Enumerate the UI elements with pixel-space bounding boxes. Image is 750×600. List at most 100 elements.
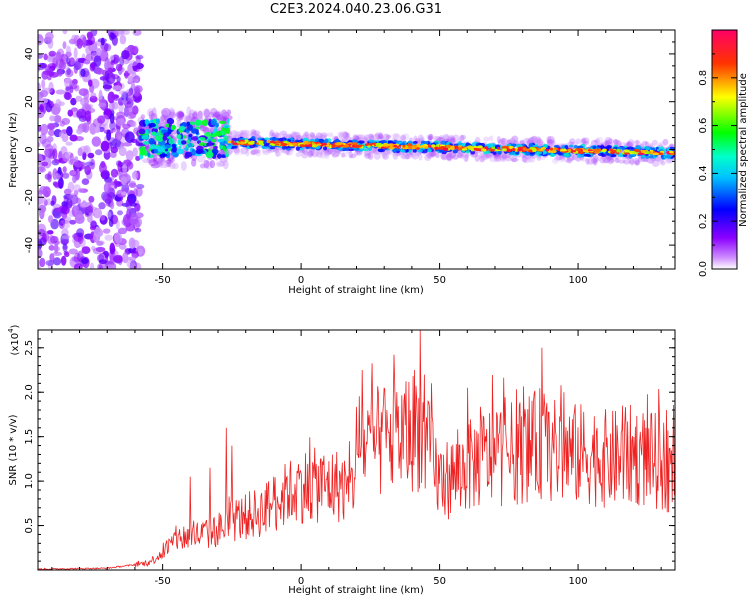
spectrogram-cell (120, 30, 130, 36)
spectrogram-cell (226, 109, 232, 116)
spectrogram-cell (447, 135, 456, 143)
spectrogram-cell (152, 157, 163, 165)
spectrogram-cell (39, 207, 45, 220)
spectrogram-cell (119, 55, 125, 67)
spectrogram-cell (528, 137, 536, 145)
spectrogram-cell (580, 157, 587, 162)
spectrogram-cell (194, 111, 200, 118)
spectrogram-cell (95, 67, 104, 75)
spectrogram-cell (74, 172, 79, 181)
spectrogram-cell (456, 152, 464, 158)
spectrogram-cell (62, 41, 67, 50)
spectrogram-cell (86, 31, 93, 39)
spectrogram-cell (134, 86, 141, 97)
spectrogram-cell (183, 114, 189, 124)
spectrogram-cell (256, 140, 264, 144)
spectrogram-cell (293, 132, 301, 137)
spectrogram-cell (568, 144, 574, 148)
spectrogram-cell (222, 160, 229, 170)
spectrogram-cell (413, 135, 418, 142)
spectrogram-cell (438, 147, 443, 150)
spectrogram-cell (289, 133, 295, 138)
spectrogram-cell (311, 149, 319, 158)
spectrogram-cell (165, 162, 172, 168)
spectrogram-cell (234, 131, 242, 137)
spectrogram-cell (132, 147, 138, 157)
spectrogram-cell (623, 149, 630, 153)
spectrogram-cell (92, 207, 103, 219)
spectrogram-cell (76, 108, 87, 119)
spectrogram-cell (135, 54, 144, 60)
spectrogram-cell (38, 193, 44, 205)
spectrogram-cell (65, 45, 72, 57)
spectrogram-cell (128, 180, 137, 187)
spectrogram-cell (209, 133, 217, 138)
spectrogram-cell (157, 157, 163, 166)
spectrogram-cell (649, 151, 654, 155)
spectrogram-cell (225, 127, 231, 135)
snr-y-scale-suffix: ) (10, 324, 21, 328)
spectrogram-cell (91, 136, 102, 147)
spectrogram-cell (186, 139, 191, 144)
spectrogram-cell (363, 134, 371, 140)
spectrogram-cell (87, 152, 95, 159)
spectrogram-cell (164, 144, 171, 149)
spectrogram-cell (340, 130, 349, 138)
spectrogram-cell (191, 158, 197, 167)
snr-axes: -50 0 50 100 0.5 1.0 1.5 2.0 2.5 (24, 330, 675, 587)
spectrogram-cell (126, 259, 136, 269)
spectrogram-cell (510, 157, 519, 162)
spectrogram-cell (400, 149, 406, 153)
spectrogram-cell (464, 154, 469, 162)
spectrogram-cell (648, 157, 654, 164)
spectrogram-cell (538, 148, 544, 152)
spectrogram-cell (299, 144, 306, 147)
spectrogram-cell (223, 135, 230, 142)
spectrogram-cell (54, 158, 60, 164)
spectrogram-cell (90, 92, 97, 99)
spectrogram-cell (404, 154, 411, 160)
spectrogram-cell (208, 140, 212, 147)
spectrogram-cell (367, 133, 375, 138)
spectrogram-cell (485, 154, 493, 159)
spectrogram-cell (171, 143, 177, 148)
spectrogram-cell (424, 140, 429, 145)
spectrogram-cell (90, 158, 95, 170)
spectrogram-cell (176, 110, 183, 120)
spectrogram-cell (169, 111, 177, 119)
spectrogram-cell (602, 158, 611, 164)
spectrogram-cell (387, 150, 392, 156)
spectrogram-cell (270, 140, 275, 144)
spectrogram-cell (88, 195, 95, 203)
spectrogram-cell (595, 138, 600, 144)
spectrogram-cell (372, 146, 379, 155)
spectrogram-cell (418, 152, 423, 161)
spectrogram-cell (427, 134, 433, 141)
spectrogram-cell (84, 161, 95, 166)
spectrogram-cell (637, 152, 645, 155)
spectrogram-cell (323, 151, 331, 157)
snr-y-scale-exponent: 4 (7, 328, 15, 333)
spectrogram-cell (94, 149, 103, 156)
spectrogram-cell (169, 162, 176, 169)
spectrogram-cell (629, 157, 635, 166)
spectrogram-cell (310, 133, 315, 141)
spectrogram-cell (203, 108, 210, 118)
spectrogram-cell (326, 147, 333, 155)
spectrogram-cell (84, 110, 92, 122)
spectrogram-cell (54, 173, 61, 181)
spectrogram-cell (565, 158, 572, 164)
spectrogram-cell (48, 215, 54, 223)
spectrogram-cell (374, 132, 381, 139)
spectrogram-cell (151, 107, 157, 117)
spectrogram-cell (260, 143, 265, 146)
spectrogram-cell (606, 144, 613, 149)
x-tick-label: 50 (433, 275, 446, 286)
spectrogram-cell (569, 138, 576, 145)
spectrogram-cell (168, 107, 176, 118)
spectrogram-cell (154, 161, 161, 168)
spectrogram-cell (558, 155, 565, 163)
y-tick-label: 40 (24, 48, 35, 61)
spectrogram-cell (160, 114, 166, 122)
spectrogram-cell (602, 140, 608, 147)
